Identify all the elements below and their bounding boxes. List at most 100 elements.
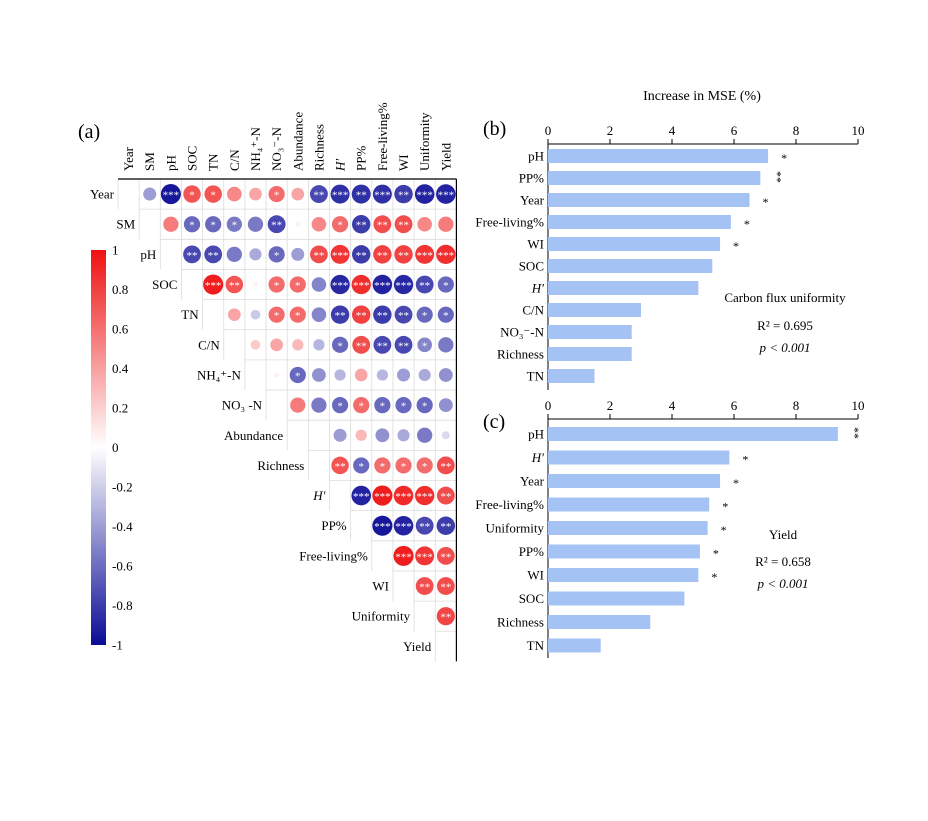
heatmap-row-label: SM — [116, 217, 135, 232]
heatmap-cell — [373, 335, 392, 354]
heatmap-cell — [373, 245, 392, 264]
heatmap-column-label: Abundance — [290, 112, 305, 171]
heatmap-significance: * — [358, 401, 364, 413]
heatmap-row-label: NH₄⁺-N — [197, 367, 241, 382]
heatmap-significance: * — [189, 220, 195, 232]
bar-category-label: Free-living% — [475, 215, 544, 230]
heatmap-significance: *** — [395, 491, 412, 503]
heatmap-cell — [414, 184, 435, 204]
bar — [548, 568, 699, 582]
heatmap-row-label: NO₃ -N — [222, 398, 263, 413]
heatmap-cell — [415, 485, 435, 506]
bar-significance: * — [744, 217, 750, 231]
heatmap-significance: ** — [208, 250, 219, 262]
heatmap-significance: * — [358, 461, 364, 473]
bar-axis-tick-label: 6 — [731, 123, 738, 138]
heatmap-cell — [268, 276, 285, 293]
bar-category-label: Year — [520, 193, 545, 208]
heatmap-significance: *** — [416, 250, 433, 262]
bar — [548, 544, 700, 559]
heatmap-cell — [393, 485, 414, 506]
heatmap-significance: * — [337, 401, 343, 413]
heatmap-column-label: Year — [121, 146, 136, 171]
heatmap-cell — [436, 486, 455, 505]
heatmap-cell — [415, 516, 434, 535]
bar-category-label: H′ — [531, 450, 544, 465]
heatmap-significance: * — [422, 310, 428, 322]
heatmap-cell — [416, 306, 433, 323]
heatmap-cell — [438, 398, 453, 413]
heatmap-significance: *** — [395, 280, 412, 292]
heatmap-cell — [438, 216, 454, 232]
heatmap-column-label: WI — [396, 154, 411, 171]
heatmap-cell — [289, 366, 306, 384]
bar-chart-c: 0 2 4 6 8 10 ******** pHH′YearFree-living%Uni… — [475, 398, 865, 658]
heatmap-cell — [249, 187, 262, 201]
heatmap-cell — [204, 245, 223, 264]
heatmap-column-label: NH₄⁺-N — [248, 127, 263, 171]
heatmap-significance: * — [189, 190, 195, 202]
bar-axis-tick-label: 0 — [545, 398, 552, 413]
heatmap-cell — [352, 215, 371, 234]
heatmap-cell — [393, 545, 414, 566]
heatmap-cell — [397, 368, 411, 382]
colorbar: 1 0.8 0.6 0.4 0.2 0 -0.2 -0.4 -0.6 -0.8 -1 — [91, 243, 133, 653]
heatmap-cell — [352, 305, 371, 324]
heatmap-cell — [289, 306, 306, 323]
annotation-c-r2: R² = 0.658 — [755, 554, 811, 569]
heatmap-cell — [393, 274, 414, 295]
heatmap-cell — [415, 275, 434, 294]
colorbar-gradient — [91, 250, 106, 645]
heatmap-cell — [250, 309, 261, 320]
heatmap-column-label: Free-living% — [375, 102, 390, 171]
heatmap-column-label: PP% — [354, 146, 369, 171]
colorbar-tick-label: 1 — [112, 243, 119, 258]
heatmap-significance: * — [443, 280, 449, 292]
heatmap-cell — [311, 216, 327, 232]
heatmap-row-label: WI — [372, 579, 389, 594]
heatmap-cell — [415, 546, 435, 566]
heatmap-cell — [436, 184, 456, 204]
bar-significance: * — [713, 547, 719, 561]
heatmap-cell — [163, 216, 179, 232]
bar-significance: * — [742, 453, 748, 467]
bar — [548, 474, 721, 488]
heatmap-significance: *** — [374, 190, 391, 202]
heatmap-cell — [353, 457, 370, 474]
heatmap-cells: *** * * * ** *** ** *** ** *** **** * * ** * ** ** **** **… — [143, 184, 456, 626]
heatmap-cell — [372, 274, 393, 295]
heatmap-cell — [351, 184, 371, 204]
bar-category-label: PP% — [519, 171, 544, 186]
heatmap-cell — [183, 245, 201, 264]
heatmap-cell — [249, 248, 262, 261]
heatmap-cell — [310, 185, 328, 203]
heatmap-cell — [143, 187, 157, 201]
heatmap-cell — [160, 184, 181, 205]
bar-category-label: NO₃⁻-N — [500, 325, 544, 340]
heatmap-cell — [375, 428, 390, 443]
heatmap-significance: ** — [377, 340, 388, 352]
bar-chart-c-bars: ******** — [548, 427, 862, 653]
bar — [548, 237, 721, 251]
heatmap-significance: *** — [332, 250, 349, 262]
bar-axis-tick-label: 0 — [545, 123, 552, 138]
bar-axis-tick-label: 8 — [793, 123, 800, 138]
heatmap-cell — [292, 339, 304, 351]
heatmap-cell — [225, 275, 244, 294]
bar-category-label: TN — [527, 638, 545, 653]
bar — [548, 615, 651, 629]
heatmap-column-label: Yield — [438, 142, 453, 171]
annotation-c-p: p < 0.001 — [756, 576, 808, 591]
heatmap-cell — [394, 245, 413, 264]
heatmap-cell — [372, 184, 392, 204]
bar-chart-b-labels: pH PP% Year Free-living% WI SOC H′ C/N NO₃⁻-N Ric… — [475, 149, 544, 384]
heatmap-cell — [397, 429, 410, 442]
bar-chart-b-bars: ****** — [548, 149, 787, 383]
heatmap-cell — [252, 282, 258, 288]
heatmap-cell — [394, 215, 413, 234]
heatmap-cell — [395, 457, 412, 474]
heatmap-significance: * — [337, 220, 343, 232]
heatmap-cell — [352, 245, 371, 264]
